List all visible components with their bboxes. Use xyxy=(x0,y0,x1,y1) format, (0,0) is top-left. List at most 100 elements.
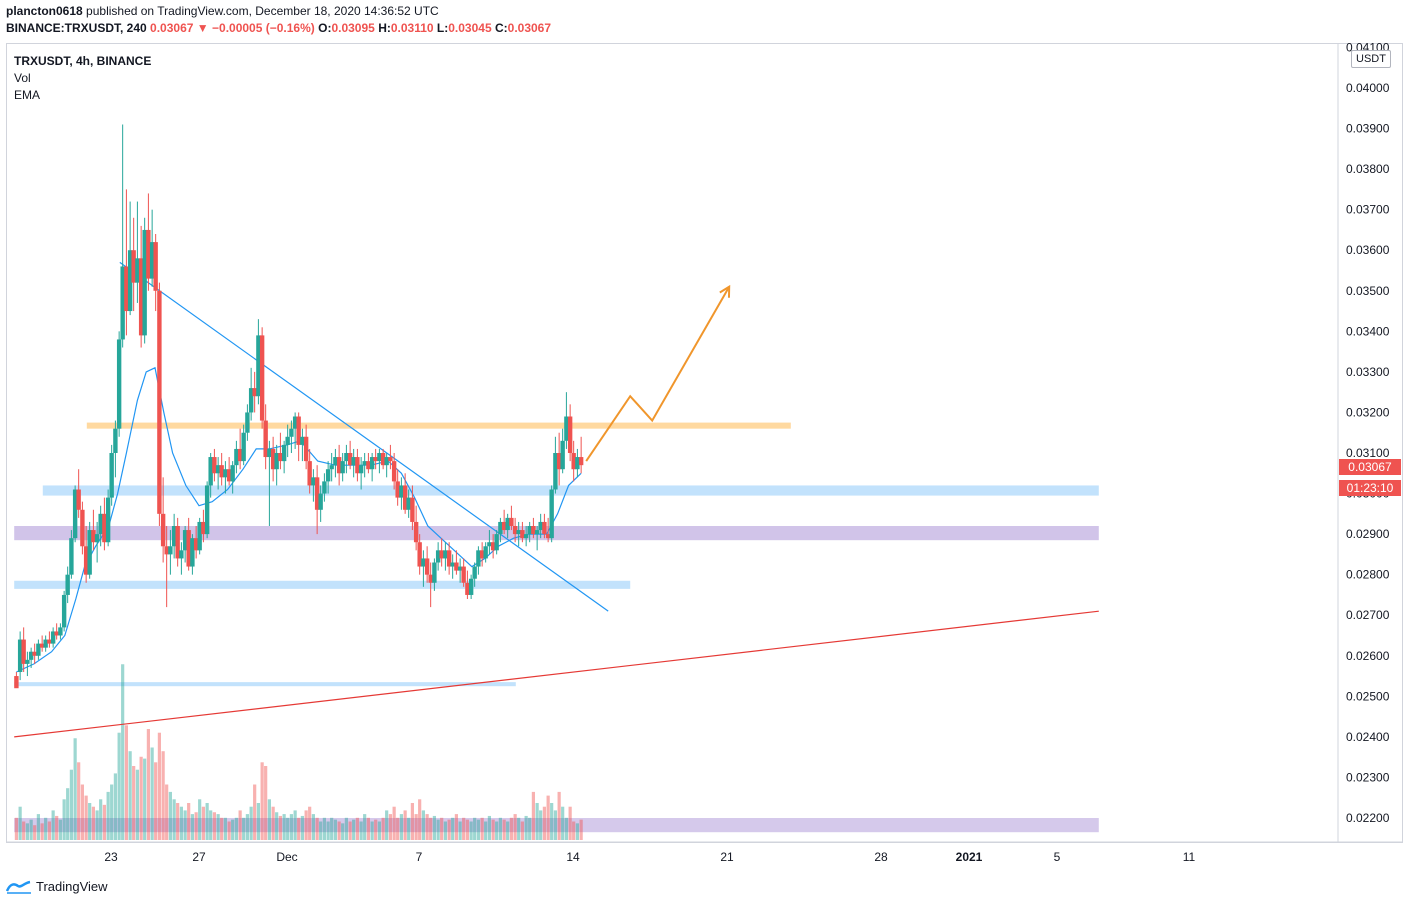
candle-body[interactable] xyxy=(65,574,70,595)
candle-body[interactable] xyxy=(91,530,96,543)
candle-body[interactable] xyxy=(545,534,551,539)
zone-purple-volume-zone[interactable] xyxy=(14,818,1099,833)
candle-body[interactable] xyxy=(575,457,580,470)
candle-body[interactable] xyxy=(281,444,287,462)
candle-body[interactable] xyxy=(340,461,345,474)
candle-body[interactable] xyxy=(578,457,584,466)
candle-body[interactable] xyxy=(39,643,45,648)
candle-body[interactable] xyxy=(248,388,254,413)
candle-body[interactable] xyxy=(113,428,118,453)
candle-body[interactable] xyxy=(549,489,554,539)
candle-body[interactable] xyxy=(164,546,169,555)
candle-body[interactable] xyxy=(421,558,426,567)
candle-body[interactable] xyxy=(226,469,232,482)
candle-body[interactable] xyxy=(153,242,158,291)
author-name[interactable]: plancton0618 xyxy=(6,4,83,18)
candle-body[interactable] xyxy=(325,469,331,482)
candle-body[interactable] xyxy=(193,538,199,551)
candle-body[interactable] xyxy=(149,242,155,279)
candle-body[interactable] xyxy=(373,457,378,462)
candle-body[interactable] xyxy=(538,521,543,531)
candle-body[interactable] xyxy=(494,534,499,551)
candle-body[interactable] xyxy=(468,578,474,595)
candle-body[interactable] xyxy=(329,465,334,470)
candle-body[interactable] xyxy=(182,530,188,551)
candle-body[interactable] xyxy=(347,453,353,466)
candle-body[interactable] xyxy=(351,457,356,466)
zone-orange-resistance[interactable] xyxy=(86,422,791,429)
candle-body[interactable] xyxy=(553,453,558,490)
candle-body[interactable] xyxy=(457,566,463,571)
descending-trendline[interactable] xyxy=(119,261,609,612)
candle-body[interactable] xyxy=(479,550,485,559)
zone-purple-zone-1[interactable] xyxy=(14,526,1099,541)
candle-body[interactable] xyxy=(61,594,67,628)
candle-body[interactable] xyxy=(377,453,382,462)
candle-body[interactable] xyxy=(80,509,85,547)
candle-body[interactable] xyxy=(344,453,349,462)
candle-body[interactable] xyxy=(28,651,34,660)
candle-body[interactable] xyxy=(520,530,525,539)
candle-body[interactable] xyxy=(512,526,518,535)
candle-body[interactable] xyxy=(446,550,452,567)
candle-body[interactable] xyxy=(399,485,404,498)
candle-body[interactable] xyxy=(366,461,371,470)
candle-body[interactable] xyxy=(270,448,276,470)
candle-body[interactable] xyxy=(98,513,103,535)
candle-body[interactable] xyxy=(391,461,397,482)
candle-body[interactable] xyxy=(142,229,147,336)
candle-body[interactable] xyxy=(307,461,312,486)
candle-body[interactable] xyxy=(413,521,419,543)
candle-body[interactable] xyxy=(208,457,213,486)
candle-body[interactable] xyxy=(461,566,466,583)
candle-body[interactable] xyxy=(465,582,470,595)
candle-body[interactable] xyxy=(263,420,268,458)
candle-body[interactable] xyxy=(212,457,217,474)
candle-body[interactable] xyxy=(380,453,386,466)
candle-body[interactable] xyxy=(69,538,74,575)
candle-body[interactable] xyxy=(483,546,488,559)
candle-body[interactable] xyxy=(322,481,327,494)
zone-blue-zone-1[interactable] xyxy=(42,485,1099,496)
candle-body[interactable] xyxy=(564,416,569,441)
candle-body[interactable] xyxy=(245,412,250,433)
candle-body[interactable] xyxy=(259,335,265,421)
legend-vol[interactable]: Vol xyxy=(14,71,31,85)
zone-blue-zone-2[interactable] xyxy=(14,580,631,589)
projection-arrow[interactable] xyxy=(585,286,731,462)
candle-body[interactable] xyxy=(542,521,547,535)
candle-body[interactable] xyxy=(336,457,342,474)
candle-body[interactable] xyxy=(175,526,180,559)
candle-body[interactable] xyxy=(311,477,316,486)
candle-body[interactable] xyxy=(516,530,521,535)
candle-body[interactable] xyxy=(36,643,41,656)
candle-body[interactable] xyxy=(388,457,393,462)
candle-body[interactable] xyxy=(314,477,320,510)
candle-body[interactable] xyxy=(47,639,52,644)
candle-body[interactable] xyxy=(289,428,294,437)
candle-body[interactable] xyxy=(50,631,56,644)
candle-body[interactable] xyxy=(300,436,305,445)
candle-body[interactable] xyxy=(241,432,246,462)
currency-button[interactable]: USDT xyxy=(1351,50,1391,68)
candle-body[interactable] xyxy=(124,266,129,312)
candle-body[interactable] xyxy=(54,631,59,636)
candle-body[interactable] xyxy=(369,457,375,470)
candle-body[interactable] xyxy=(487,542,492,547)
candle-body[interactable] xyxy=(505,517,510,531)
candle-body[interactable] xyxy=(138,258,144,336)
candle-body[interactable] xyxy=(168,546,173,555)
candle-body[interactable] xyxy=(190,538,195,567)
candle-body[interactable] xyxy=(509,517,514,526)
candle-body[interactable] xyxy=(215,465,221,474)
legend-ema[interactable]: EMA xyxy=(14,88,41,102)
candle-body[interactable] xyxy=(443,550,448,559)
candle-body[interactable] xyxy=(160,513,166,547)
candle-body[interactable] xyxy=(32,651,37,656)
candle-body[interactable] xyxy=(333,457,338,466)
zone-blue-zone-3[interactable] xyxy=(14,682,516,687)
candle-body[interactable] xyxy=(94,534,100,543)
candle-body[interactable] xyxy=(171,526,177,547)
candle-body[interactable] xyxy=(72,489,78,539)
candle-body[interactable] xyxy=(303,436,309,462)
